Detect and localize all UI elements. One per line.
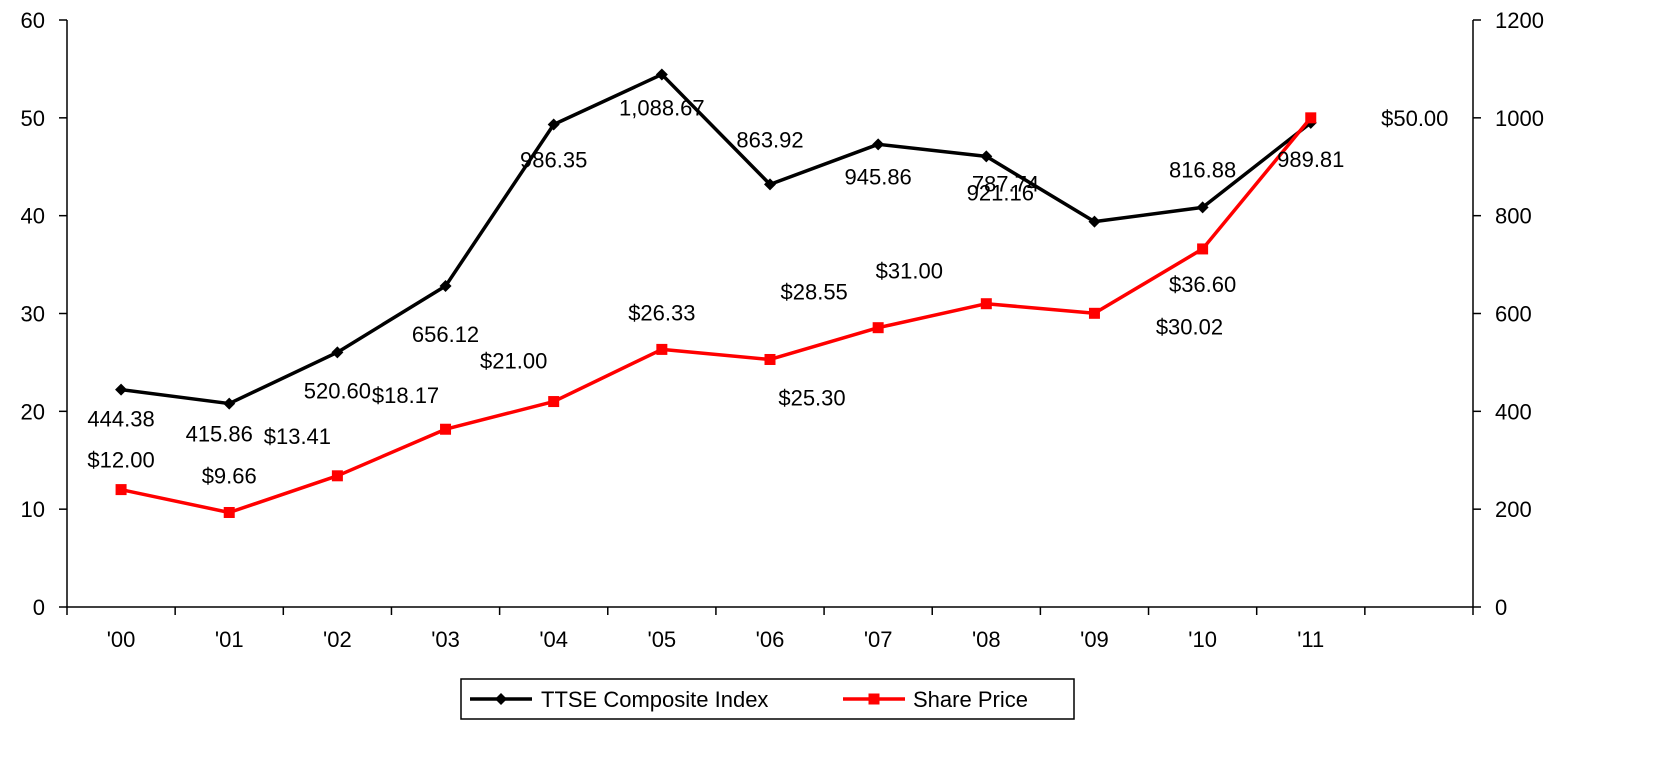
y-right-tick-label: 1000 bbox=[1495, 106, 1544, 131]
data-label: $9.66 bbox=[202, 463, 257, 488]
data-label: $21.00 bbox=[480, 349, 547, 374]
data-label: $13.41 bbox=[264, 424, 331, 449]
data-point-diamond bbox=[655, 68, 668, 81]
x-tick-label: '10 bbox=[1188, 627, 1217, 652]
data-point-square bbox=[656, 343, 668, 355]
legend-square-marker bbox=[868, 693, 880, 705]
y-left-tick-label: 20 bbox=[21, 399, 45, 424]
data-point-diamond bbox=[331, 346, 344, 359]
data-point-square bbox=[980, 298, 992, 310]
x-tick-label: '06 bbox=[756, 627, 785, 652]
legend-label: TTSE Composite Index bbox=[541, 687, 768, 712]
y-left-tick-label: 10 bbox=[21, 497, 45, 522]
data-point-diamond bbox=[980, 150, 993, 163]
data-point-diamond bbox=[115, 383, 128, 396]
data-point-diamond bbox=[1196, 201, 1209, 214]
data-point-square bbox=[872, 322, 884, 334]
data-point-square bbox=[331, 470, 343, 482]
data-label: $18.17 bbox=[372, 383, 439, 408]
data-label: $12.00 bbox=[87, 448, 154, 473]
legend-label: Share Price bbox=[913, 687, 1028, 712]
data-point-diamond bbox=[547, 118, 560, 131]
x-tick-label: '09 bbox=[1080, 627, 1109, 652]
data-label: 863.92 bbox=[736, 127, 803, 152]
y-right-tick-label: 0 bbox=[1495, 595, 1507, 620]
data-label: 787.74 bbox=[972, 172, 1039, 197]
x-tick-label: '05 bbox=[648, 627, 677, 652]
chart-series bbox=[115, 68, 1317, 518]
data-label: $36.60 bbox=[1169, 272, 1236, 297]
data-point-square bbox=[115, 484, 127, 496]
x-tick-label: '08 bbox=[972, 627, 1001, 652]
y-left-tick-label: 50 bbox=[21, 106, 45, 131]
data-point-square bbox=[1088, 307, 1100, 319]
data-point-square bbox=[223, 506, 235, 518]
chart-axes: 0102030405060020040060080010001200'00'01… bbox=[21, 8, 1544, 652]
data-point-diamond bbox=[764, 178, 776, 191]
data-label: $28.55 bbox=[781, 280, 848, 305]
y-right-tick-label: 1200 bbox=[1495, 8, 1544, 33]
x-tick-label: '01 bbox=[215, 627, 244, 652]
data-point-square bbox=[548, 396, 560, 408]
data-point-diamond bbox=[223, 397, 236, 410]
data-point-square bbox=[440, 423, 452, 435]
data-label: 1,088.67 bbox=[619, 95, 705, 120]
y-left-tick-label: 0 bbox=[33, 595, 45, 620]
legend-box bbox=[460, 678, 1075, 720]
data-label: $31.00 bbox=[876, 259, 943, 284]
data-label: 989.81 bbox=[1277, 147, 1344, 172]
y-right-tick-label: 200 bbox=[1495, 497, 1532, 522]
data-label: 415.86 bbox=[186, 422, 253, 447]
chart-legend: TTSE Composite Index Share Price bbox=[460, 678, 1075, 720]
data-label: 816.88 bbox=[1169, 157, 1236, 182]
y-right-tick-label: 600 bbox=[1495, 302, 1532, 327]
y-left-tick-label: 30 bbox=[21, 302, 45, 327]
data-point-square bbox=[1305, 112, 1317, 124]
chart-data-labels: 444.38 415.86 520.60 656.12 986.35 1,088.67 86… bbox=[87, 95, 1448, 488]
data-point-diamond bbox=[439, 280, 452, 293]
data-point-diamond bbox=[1088, 215, 1101, 228]
data-label: 921.16 bbox=[967, 180, 1034, 205]
data-label: $50.00 bbox=[1381, 106, 1448, 131]
x-tick-label: '00 bbox=[107, 627, 136, 652]
x-tick-label: '03 bbox=[431, 627, 460, 652]
data-point-square bbox=[1197, 243, 1209, 255]
legend-diamond-marker bbox=[495, 693, 507, 705]
data-label: 520.60 bbox=[304, 378, 371, 403]
data-label: 656.12 bbox=[412, 322, 479, 347]
y-right-tick-label: 400 bbox=[1495, 399, 1532, 424]
x-tick-label: '02 bbox=[323, 627, 352, 652]
data-label: 986.35 bbox=[520, 148, 587, 173]
y-right-tick-label: 800 bbox=[1495, 204, 1532, 229]
series-line-share-price bbox=[120, 116, 1313, 515]
y-left-tick-label: 60 bbox=[21, 8, 45, 33]
x-tick-label: '07 bbox=[864, 627, 893, 652]
data-point-diamond bbox=[872, 138, 885, 151]
data-point-square bbox=[764, 353, 776, 365]
data-label: $26.33 bbox=[628, 300, 695, 325]
data-label: $30.02 bbox=[1156, 314, 1223, 339]
y-left-tick-label: 40 bbox=[21, 204, 45, 229]
x-tick-label: '04 bbox=[539, 627, 568, 652]
data-label: 945.86 bbox=[845, 164, 912, 189]
x-tick-label: '11 bbox=[1297, 627, 1324, 652]
series-line-ttse-composite-index bbox=[120, 72, 1312, 406]
data-label: $25.30 bbox=[778, 385, 845, 410]
data-label: 444.38 bbox=[87, 407, 154, 432]
